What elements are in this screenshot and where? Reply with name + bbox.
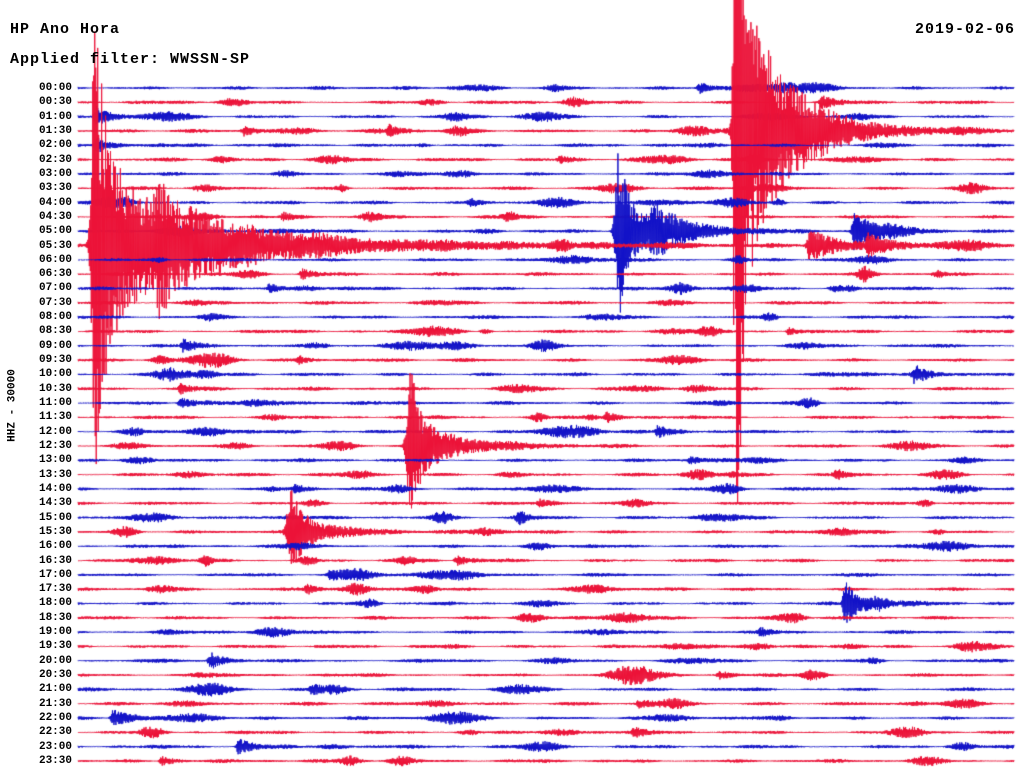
row-label: 21:00 (38, 683, 72, 696)
row-label: 05:00 (38, 225, 72, 238)
row-label: 00:00 (38, 82, 72, 94)
row-label: 13:00 (38, 454, 72, 467)
row-label: 10:00 (38, 368, 72, 381)
record-date: 2019-02-06 (914, 21, 1015, 38)
row-label: 13:30 (38, 468, 72, 481)
row-label: 20:30 (38, 669, 72, 682)
row-label: 05:30 (38, 239, 72, 252)
row-label: 02:30 (38, 153, 72, 166)
row-label: 01:30 (38, 124, 72, 137)
row-label: 01:00 (38, 110, 72, 123)
row-label: 22:30 (38, 726, 72, 739)
row-label: 08:00 (38, 311, 72, 324)
row-label: 23:00 (38, 740, 72, 753)
row-label: 20:00 (38, 654, 72, 667)
row-label: 16:30 (38, 554, 72, 567)
row-label: 15:30 (38, 525, 72, 538)
row-label: 17:30 (38, 583, 72, 596)
row-label: 04:00 (38, 196, 72, 209)
row-label: 11:00 (38, 397, 72, 410)
row-label: 22:00 (38, 712, 72, 725)
row-label: 12:00 (38, 425, 72, 438)
row-label: 08:30 (38, 325, 72, 338)
row-label: 04:30 (38, 210, 72, 223)
row-label: 07:00 (38, 282, 72, 295)
row-label: 10:30 (38, 382, 72, 395)
row-label: 21:30 (38, 697, 72, 710)
row-label: 23:30 (38, 754, 72, 767)
filter-label: Applied filter: WWSSN-SP (10, 51, 251, 68)
row-label: 19:30 (38, 640, 72, 653)
row-label: 18:30 (38, 611, 72, 624)
row-label: 18:00 (38, 597, 72, 610)
row-label: 14:00 (38, 482, 72, 495)
row-label: 09:30 (38, 354, 72, 367)
row-label: 02:00 (38, 139, 72, 152)
row-label: 15:00 (38, 511, 72, 524)
row-label: 16:00 (38, 540, 72, 553)
row-label: 06:30 (38, 268, 72, 281)
row-label: 19:00 (38, 626, 72, 639)
row-label: 12:30 (38, 439, 72, 452)
station-title: HP Ano Hora (10, 21, 121, 38)
row-label: 14:30 (38, 497, 72, 510)
row-label: 11:30 (38, 411, 72, 424)
row-label: 17:00 (38, 568, 72, 581)
row-label: 03:00 (38, 167, 72, 180)
row-labels: 00:00 00:30 01:00 01:30 02:00 02:30 03:00 03:30… (0, 0, 74, 780)
row-label: 03:30 (38, 182, 72, 195)
row-label: 07:30 (38, 296, 72, 309)
row-label: 09:00 (38, 339, 72, 352)
row-label: 06:00 (38, 253, 72, 266)
row-label: 00:30 (38, 96, 72, 109)
